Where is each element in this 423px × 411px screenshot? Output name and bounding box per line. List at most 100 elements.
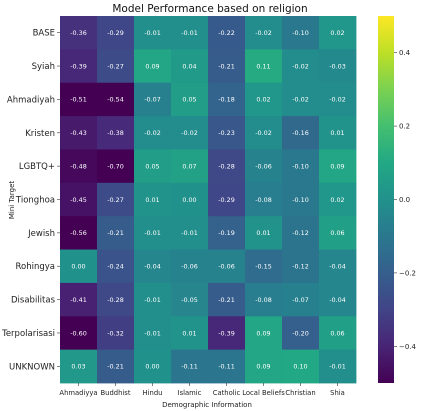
cell-value-label: -0.32 [107, 329, 124, 337]
cell-value-label: 0.09 [145, 62, 159, 70]
heatmap-cell [319, 49, 357, 84]
cell-value-label: 0.05 [145, 162, 159, 170]
cell-value-label: -0.10 [292, 162, 309, 170]
heatmap-cell [245, 116, 283, 150]
heatmap-cell [134, 149, 172, 184]
heatmap-cell [60, 282, 98, 317]
heatmap-cell [134, 82, 172, 117]
cell-value-label: -0.21 [107, 229, 124, 237]
heatmap-cell [319, 216, 357, 250]
heatmap-cell [97, 282, 135, 317]
heatmap-cell [171, 282, 209, 317]
heatmap-cell [60, 16, 98, 50]
heatmap-cell [208, 216, 246, 250]
cell-value-label: -0.12 [292, 229, 309, 237]
cell-value-label: 0.07 [182, 162, 196, 170]
cell-value-label: -0.04 [144, 263, 161, 271]
cell-value-label: -0.02 [329, 96, 346, 104]
heatmap-cell [60, 116, 98, 150]
heatmap-cell [97, 116, 135, 150]
heatmap-cell [97, 82, 135, 117]
chart-title: Model Performance based on religion [112, 3, 307, 15]
heatmap-cell [319, 182, 357, 217]
heatmap-cell [134, 49, 172, 84]
heatmap-cell [245, 282, 283, 317]
heatmap-cell [319, 116, 357, 150]
cell-value-label: -0.11 [181, 363, 198, 371]
cell-value-label: 0.02 [330, 29, 344, 37]
heatmap-cell [134, 316, 172, 351]
cell-value-label: -0.11 [218, 363, 235, 371]
cell-value-label: -0.39 [70, 62, 87, 70]
heatmap-cell [97, 316, 135, 351]
cell-value-label: 0.02 [256, 96, 270, 104]
x-axis-label: Demographic Information [162, 401, 252, 409]
colorbar-tick-label: −0.4 [399, 343, 417, 351]
heatmap-cell [319, 16, 357, 50]
cell-value-label: -0.48 [70, 162, 87, 170]
x-tick-label: Buddhist [100, 389, 130, 397]
heatmap-cell [319, 249, 357, 284]
cell-value-label: -0.19 [218, 229, 235, 237]
colorbar-tick-label: 0.0 [399, 196, 410, 204]
cell-value-label: -0.01 [144, 296, 161, 304]
cell-value-label: 0.04 [182, 62, 196, 70]
heatmap-cell [282, 349, 320, 384]
heatmap-cell [97, 216, 135, 250]
cell-value-label: 0.06 [330, 229, 344, 237]
cell-value-label: -0.43 [70, 129, 87, 137]
cell-value-label: -0.12 [292, 263, 309, 271]
heatmap-cell [245, 216, 283, 250]
heatmap-cell [245, 182, 283, 217]
x-tick-labels: Ahmadiyya Buddhist Hindu Islamic Catholic Loc… [59, 383, 345, 397]
cell-value-label: 0.02 [330, 196, 344, 204]
heatmap-cell [282, 16, 320, 50]
heatmap-cell [171, 49, 209, 84]
cell-value-label: -0.54 [107, 96, 124, 104]
cell-value-label: -0.02 [255, 129, 272, 137]
heatmap-cell [208, 282, 246, 317]
cell-value-label: 0.01 [256, 229, 270, 237]
colorbar-tick-label: −0.2 [399, 269, 416, 277]
heatmap-cell [319, 316, 357, 351]
heatmap-cell [60, 216, 98, 250]
x-tick-label: Christian [285, 389, 315, 397]
heatmap-cell [319, 149, 357, 184]
heatmap-cell [171, 249, 209, 284]
cell-value-label: -0.41 [70, 296, 87, 304]
heatmap-cell [171, 349, 209, 384]
heatmap-cell [245, 149, 283, 184]
heatmap-cell [171, 116, 209, 150]
x-tick-label: Shia [330, 389, 345, 397]
cell-value-label: -0.07 [292, 296, 309, 304]
cell-value-label: -0.22 [218, 29, 235, 37]
x-tick-label: Ahmadiyya [59, 389, 97, 397]
heatmap-cell [282, 149, 320, 184]
cell-value-label: -0.39 [218, 329, 235, 337]
cell-value-label: -0.60 [70, 329, 87, 337]
cell-value-label: -0.01 [181, 29, 198, 37]
cell-value-label: -0.06 [218, 263, 235, 271]
heatmap-cell [282, 249, 320, 284]
heatmap-cell [245, 249, 283, 284]
heatmap-cell [208, 116, 246, 150]
cell-value-label: 0.09 [256, 329, 270, 337]
cell-value-label: -0.05 [181, 296, 198, 304]
heatmap-cell [60, 249, 98, 284]
cell-value-label: -0.21 [218, 62, 235, 70]
x-tick-label: Hindu [143, 389, 163, 397]
y-tick-label: Kristen [25, 129, 55, 139]
cell-value-label: 0.01 [182, 329, 196, 337]
cell-value-label: -0.27 [107, 62, 124, 70]
y-tick-label: Syiah [32, 62, 55, 72]
heatmap-cell [282, 182, 320, 217]
cell-value-label: -0.01 [329, 363, 346, 371]
heatmap-cell [134, 349, 172, 384]
cell-value-label: -0.03 [329, 62, 346, 70]
cell-value-label: 0.00 [71, 263, 85, 271]
heatmap-cell [208, 249, 246, 284]
cell-value-label: -0.27 [107, 196, 124, 204]
cell-value-label: -0.02 [144, 129, 161, 137]
heatmap-cell [208, 16, 246, 50]
heatmap-cell [171, 149, 209, 184]
